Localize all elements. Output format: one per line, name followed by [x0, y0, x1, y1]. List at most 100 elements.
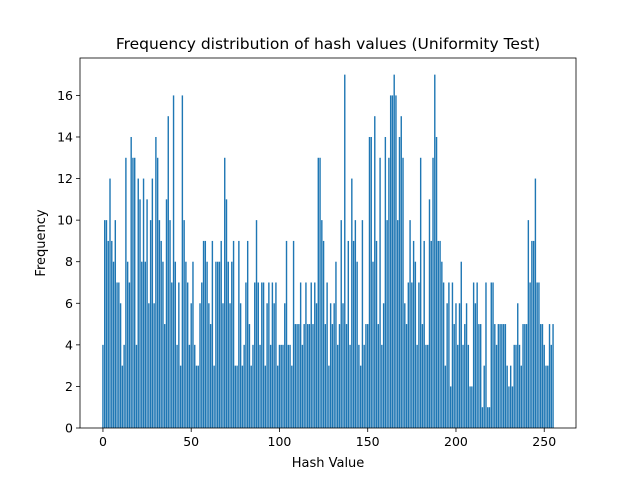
bar	[479, 324, 482, 428]
bar	[398, 136, 401, 429]
bar	[229, 303, 231, 428]
bar	[285, 240, 288, 428]
bar	[236, 365, 238, 428]
bar	[335, 261, 337, 428]
bar	[259, 344, 261, 428]
bar	[423, 240, 425, 428]
bar	[208, 303, 210, 428]
bar	[308, 324, 311, 428]
bar	[301, 344, 304, 428]
bar	[176, 344, 178, 428]
x-tick-label: 150	[356, 434, 380, 449]
bar	[269, 344, 272, 428]
y-tick-label: 10	[57, 213, 73, 228]
bar	[377, 324, 380, 428]
bar	[155, 136, 157, 429]
bar	[254, 282, 256, 428]
bar	[478, 324, 480, 428]
bar	[282, 344, 284, 428]
bar	[153, 303, 155, 428]
bar	[213, 365, 215, 428]
bar	[490, 282, 492, 428]
bar	[179, 365, 182, 428]
bar	[257, 282, 259, 428]
bar	[384, 136, 387, 429]
bar	[460, 261, 462, 428]
bar	[262, 282, 265, 428]
bar	[328, 365, 330, 428]
bar	[441, 261, 443, 428]
bar	[118, 282, 120, 428]
bar	[345, 324, 348, 428]
bar	[472, 282, 475, 428]
bar	[439, 240, 441, 428]
bar	[104, 220, 106, 428]
bar	[502, 324, 505, 428]
bar	[303, 324, 305, 428]
bar	[202, 240, 205, 428]
y-tick-label: 12	[57, 171, 73, 186]
bar	[342, 303, 344, 428]
bar	[116, 282, 118, 428]
bar	[243, 344, 245, 428]
bar	[414, 261, 417, 428]
y-tick-label: 6	[65, 296, 73, 311]
bar	[273, 303, 275, 428]
bar	[347, 240, 349, 428]
bar	[255, 220, 258, 428]
x-axis-label: Hash Value	[292, 456, 365, 471]
bar	[513, 344, 515, 428]
bar	[151, 178, 154, 428]
bar	[531, 240, 533, 428]
bar	[204, 240, 207, 428]
bar	[294, 324, 297, 428]
bar	[305, 282, 307, 428]
bar	[379, 157, 381, 428]
bar	[160, 240, 162, 428]
bar	[296, 324, 298, 428]
bar	[291, 365, 293, 428]
bar	[405, 324, 408, 428]
bar	[349, 344, 351, 428]
bar	[183, 220, 185, 428]
bar	[276, 365, 279, 428]
bar	[322, 240, 325, 428]
bar	[469, 386, 471, 428]
bar	[488, 407, 491, 428]
bar	[331, 324, 334, 428]
bar	[199, 303, 201, 428]
bar	[326, 282, 328, 428]
bar	[197, 365, 199, 428]
bar	[522, 324, 524, 428]
bar	[425, 344, 427, 428]
bar	[188, 344, 191, 428]
bar	[128, 282, 131, 428]
bar	[149, 220, 152, 428]
bar	[455, 303, 457, 428]
bar	[418, 282, 420, 428]
bar	[121, 365, 124, 428]
bar	[451, 282, 454, 428]
chart-title: Frequency distribution of hash values (U…	[116, 35, 540, 53]
bar	[467, 344, 470, 428]
bar	[449, 386, 452, 428]
bar	[338, 324, 341, 428]
bar	[393, 74, 395, 428]
bar	[411, 282, 413, 428]
bar	[499, 324, 501, 428]
bar	[195, 365, 198, 428]
bar	[370, 136, 372, 429]
bar	[361, 220, 364, 428]
bar	[541, 324, 544, 428]
bar	[442, 282, 445, 428]
bar	[550, 344, 552, 428]
bar	[483, 365, 485, 428]
bar	[462, 344, 464, 428]
bar	[381, 344, 383, 428]
bar	[329, 303, 332, 428]
bar	[148, 303, 150, 428]
bar	[471, 386, 473, 428]
bar	[167, 116, 169, 428]
bar	[552, 324, 554, 428]
